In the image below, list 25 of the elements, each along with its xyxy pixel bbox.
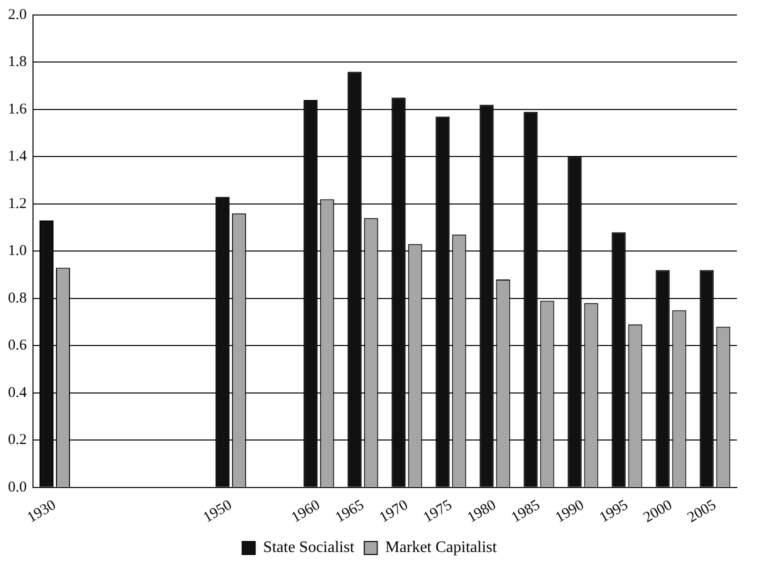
y-tick-label: 0.2 [8,432,27,448]
y-tick-label: 0.4 [8,384,28,401]
x-tick-label: 1950 [200,497,235,526]
x-tick-label: 1990 [552,497,587,526]
x-tick-label: 1960 [288,497,323,526]
legend-label: Market Capitalist [385,539,498,556]
y-tick-label: 1.8 [8,54,27,70]
x-tick-label: 1930 [24,497,59,526]
y-tick-label: 1.6 [8,101,28,118]
x-tick-label: 1995 [596,497,631,526]
y-tick-label: 0.6 [8,338,28,354]
x-tick-label: 1975 [420,497,455,526]
x-tick-label: 1980 [464,497,499,526]
y-tick-label: 0.8 [8,290,27,306]
legend-label: State Socialist [263,539,355,556]
x-tick-label: 1985 [508,497,543,526]
x-tick-label: 1965 [332,497,367,526]
x-tick-label: 2005 [684,497,719,526]
y-tick-label: 1.2 [8,196,27,212]
y-tick-label: 1.0 [8,243,27,260]
x-tick-label: 2000 [640,497,675,526]
x-tick-label: 1970 [376,497,411,526]
y-tick-label: 2.0 [8,6,27,23]
y-tick-label: 1.4 [8,148,28,165]
y-tick-label: 0.0 [8,479,27,496]
